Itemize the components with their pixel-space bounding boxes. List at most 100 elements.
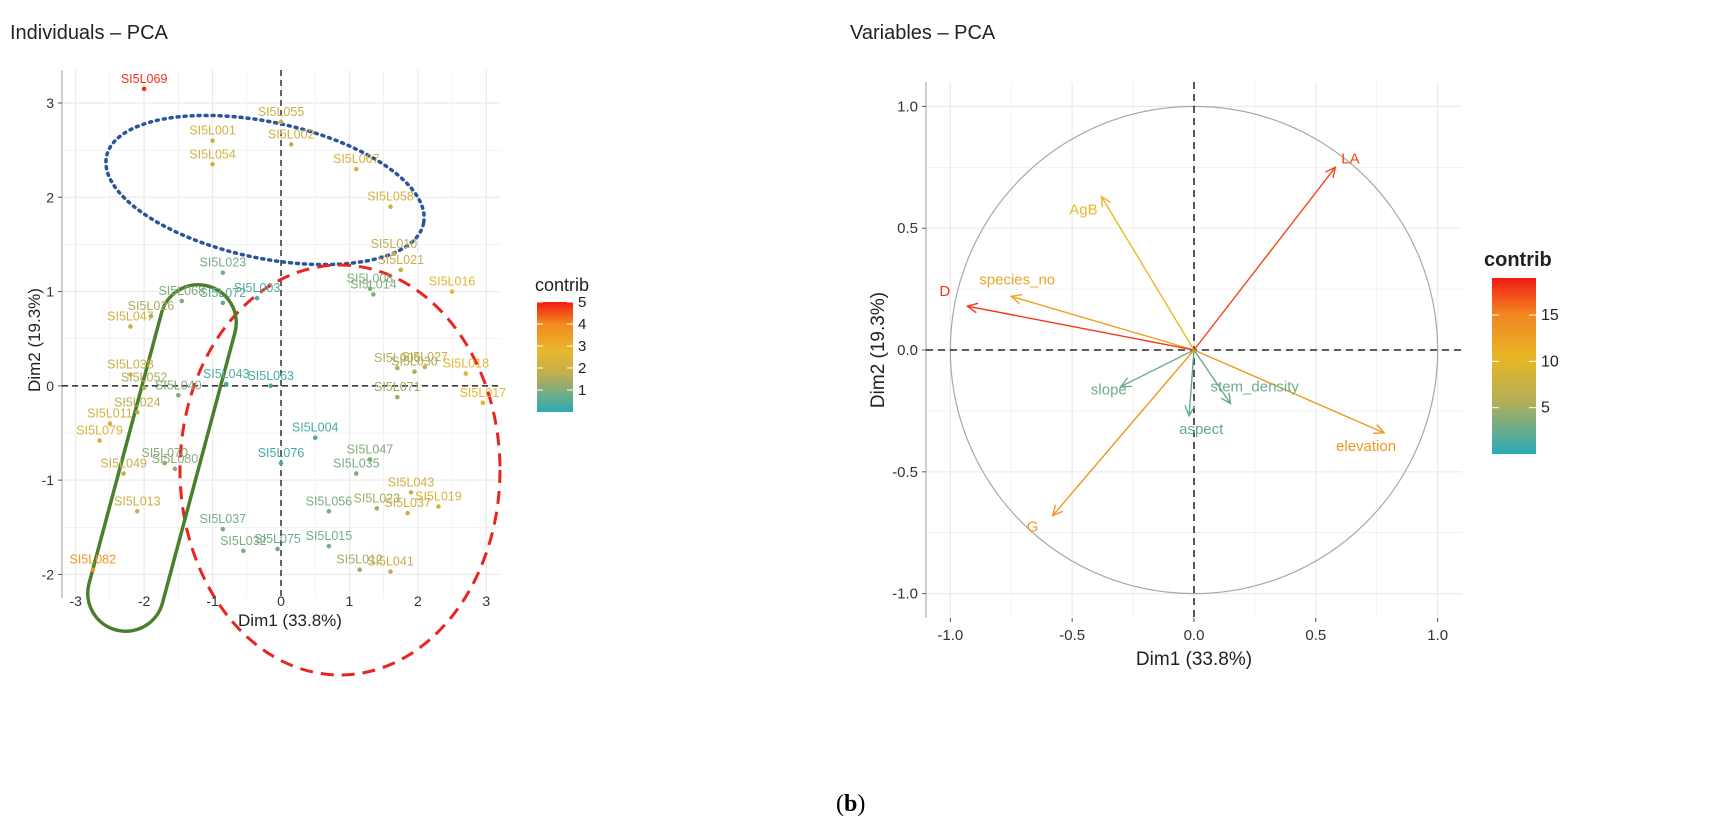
individual-point-label: SI5L013	[114, 494, 161, 508]
individuals-pca-chart: Individuals – PCA SI5L069SI5L055SI5L002S…	[10, 22, 589, 677]
individuals-legend-tick-label: 4	[578, 316, 586, 333]
variables-x-tick-label: -0.5	[1059, 627, 1085, 644]
individual-point	[353, 166, 359, 172]
individuals-y-tick-label: 1	[46, 284, 54, 300]
individuals-legend-tick-label: 3	[578, 338, 586, 355]
individual-point-label: SI5L052	[121, 371, 168, 385]
individual-point	[107, 421, 113, 426]
individual-point-label: SI5L037	[200, 512, 247, 526]
individuals-y-tick-label: 0	[46, 378, 54, 394]
variables-legend-tick-label: 5	[1541, 400, 1550, 417]
individual-point	[268, 383, 274, 389]
individuals-x-tick-label: 1	[346, 593, 354, 609]
variable-arrow-label: D	[939, 283, 950, 300]
variable-arrow-label: G	[1027, 519, 1039, 536]
individual-point-label: SI5L069	[121, 72, 168, 86]
individual-point	[210, 138, 215, 144]
individual-point	[312, 435, 318, 441]
individual-point	[278, 119, 284, 125]
individual-point-label: SI5L017	[460, 386, 507, 400]
variables-x-axis-label: Dim1 (33.8%)	[1136, 649, 1252, 670]
variables-x-tick-label: 0.5	[1305, 627, 1326, 644]
individuals-cluster-ellipses	[86, 113, 502, 677]
individual-point	[326, 508, 332, 514]
individuals-legend-title: contrib	[535, 275, 589, 295]
individual-point-label: SI5L072	[200, 286, 247, 300]
variable-arrow-head	[965, 302, 979, 314]
individual-point	[367, 286, 373, 292]
individual-point-label: SI5L043	[203, 367, 250, 381]
variables-arrows	[965, 166, 1386, 517]
individual-point-label: SI5L003	[234, 281, 281, 295]
individual-point-label: SI5L037	[384, 496, 431, 510]
individuals-reference-lines	[62, 70, 500, 598]
variable-arrow-label: elevation	[1336, 438, 1396, 455]
individual-point-label: SI5L047	[347, 442, 394, 456]
individual-point	[241, 548, 246, 554]
variable-arrow-head	[1184, 405, 1196, 418]
variable-arrow-label: stem_density	[1211, 379, 1300, 396]
individual-point	[223, 381, 229, 387]
individual-point-label: SI5L068	[158, 284, 205, 298]
variables-legend: contrib 5 10 15	[1484, 249, 1559, 454]
cluster-ellipse-blue	[104, 113, 426, 267]
individual-point-label: SI5L004	[292, 421, 339, 435]
individual-point	[357, 567, 363, 573]
variable-arrow-head	[1373, 424, 1386, 434]
individual-point	[220, 300, 226, 306]
individual-point-label: SI5L024	[114, 395, 161, 409]
individual-point	[148, 313, 154, 319]
variable-arrow-label: LA	[1341, 150, 1359, 167]
individuals-y-tick-label: 2	[46, 189, 54, 205]
individuals-legend-tick-label: 1	[578, 382, 586, 399]
individual-point	[391, 251, 397, 257]
individuals-legend-tick-label: 2	[578, 360, 586, 377]
individuals-y-tick-label: -1	[42, 472, 55, 488]
individual-point-label: SI5L070	[141, 446, 188, 460]
individuals-y-tick-label: 3	[46, 95, 54, 111]
variable-arrow	[1193, 349, 1232, 404]
individual-point-label: SI5L019	[415, 490, 462, 504]
individual-point	[90, 567, 96, 573]
individual-point	[405, 510, 410, 516]
variable-arrow	[1100, 196, 1195, 351]
individual-point	[480, 400, 486, 406]
variable-arrow	[1052, 349, 1195, 517]
variables-x-ticks: -1.0 -0.5 0.0 0.5 1.0	[937, 618, 1448, 644]
variables-y-tick-label: 0.5	[897, 220, 918, 237]
individual-point-label: SI5L030	[391, 355, 438, 369]
individuals-x-tick-label: -1	[206, 593, 219, 609]
individual-point-label: SI5L001	[189, 124, 236, 138]
individual-point-label: SI5L043	[388, 475, 435, 489]
variables-legend-title: contrib	[1484, 249, 1552, 271]
individual-point	[220, 526, 226, 532]
variable-arrow-head	[1220, 392, 1232, 405]
individual-point	[220, 270, 226, 276]
variable-arrow	[1011, 295, 1195, 351]
individual-point	[141, 385, 147, 391]
variable-arrow-head	[1325, 166, 1337, 179]
individual-point-label: SI5L023	[354, 491, 401, 505]
individual-point	[412, 369, 417, 375]
individual-point	[141, 86, 147, 92]
individuals-x-tick-label: -3	[69, 593, 82, 609]
variables-x-tick-label: 1.0	[1427, 627, 1448, 644]
individual-point	[367, 457, 373, 462]
individual-point-label: SI5L049	[100, 457, 147, 471]
individuals-points	[90, 86, 486, 574]
individual-point-label: SI5L041	[367, 555, 414, 569]
individual-point-label: SI5L035	[333, 457, 380, 471]
individual-point-label: SI5L040	[155, 378, 202, 392]
individual-point-label: SI5L008	[347, 272, 394, 286]
individual-point	[134, 409, 140, 415]
individual-point-label: SI5L027	[401, 350, 448, 364]
individual-point-label: SI5L023	[200, 256, 247, 270]
individual-point	[121, 471, 126, 476]
individuals-x-tick-label: 2	[414, 593, 422, 609]
individual-point-label: SI5L011	[87, 407, 133, 421]
individual-point	[326, 543, 332, 549]
individuals-x-tick-label: -2	[138, 593, 151, 609]
individual-point	[395, 394, 400, 400]
individual-point-label: SI5L054	[189, 147, 236, 161]
